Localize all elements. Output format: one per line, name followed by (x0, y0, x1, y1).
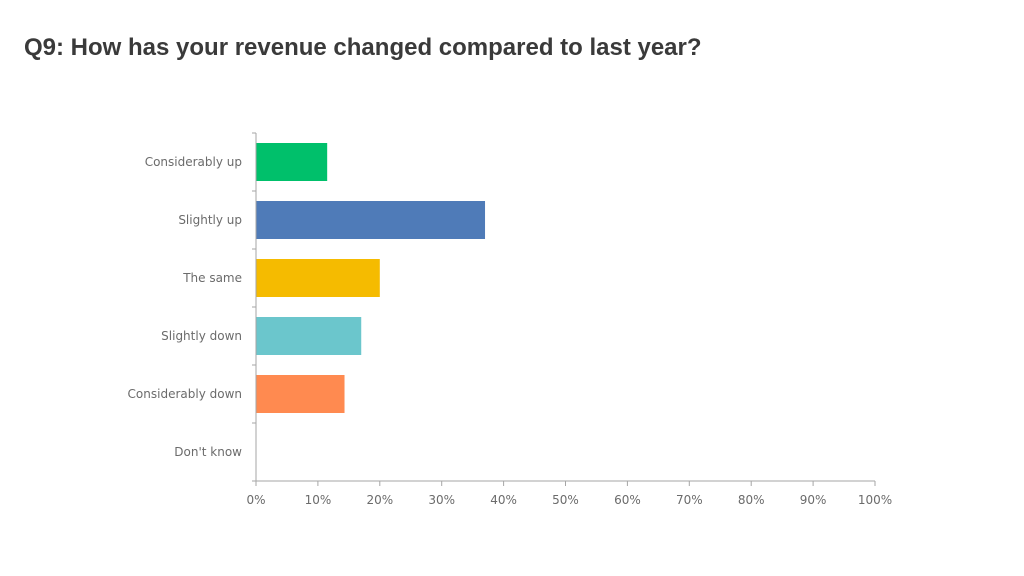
bar-4 (256, 375, 345, 413)
x-tick-label: 60% (614, 493, 641, 507)
x-tick-label: 70% (676, 493, 703, 507)
x-tick-label: 50% (552, 493, 579, 507)
category-label: Considerably down (128, 387, 242, 401)
category-label: Don't know (174, 445, 242, 459)
category-label: The same (182, 271, 242, 285)
x-tick-label: 10% (305, 493, 332, 507)
bar-0 (256, 143, 328, 181)
bar-3 (256, 317, 362, 355)
category-label: Slightly down (161, 329, 242, 343)
bar-1 (256, 201, 486, 239)
x-tick-label: 90% (800, 493, 827, 507)
x-tick-label: 30% (428, 493, 455, 507)
x-tick-label: 80% (738, 493, 765, 507)
bar-2 (256, 259, 380, 297)
x-tick-label: 100% (858, 493, 892, 507)
x-tick-label: 40% (490, 493, 517, 507)
x-tick-label: 0% (246, 493, 265, 507)
category-label: Slightly up (178, 213, 242, 227)
page-title: Q9: How has your revenue changed compare… (24, 34, 702, 61)
x-tick-label: 20% (366, 493, 393, 507)
category-label: Considerably up (145, 155, 242, 169)
